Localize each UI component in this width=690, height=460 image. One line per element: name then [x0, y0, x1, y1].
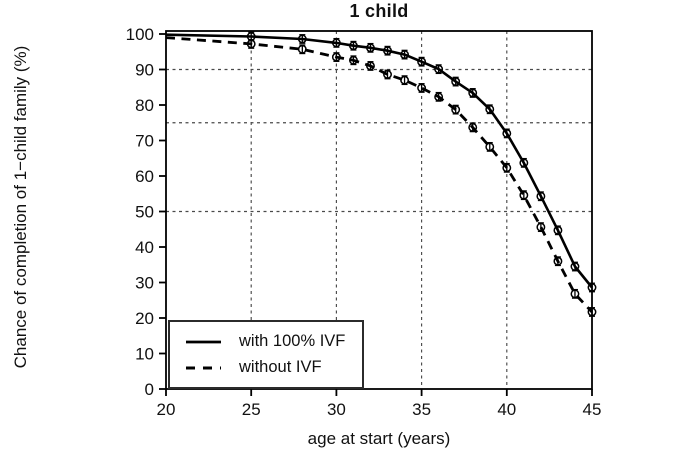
data-point-marker [451, 77, 461, 87]
data-point-marker [519, 190, 529, 200]
y-tick-label: 20 [135, 309, 154, 328]
data-point-marker [587, 283, 597, 292]
legend-line-dashed-icon [186, 366, 221, 369]
data-point-marker [536, 191, 546, 201]
plot-frame [165, 30, 593, 390]
data-point-marker [400, 75, 410, 85]
x-tick-label: 20 [157, 400, 176, 419]
data-point-marker [400, 50, 410, 60]
data-point-marker [348, 41, 358, 51]
data-point-marker [383, 70, 392, 79]
data-point-marker [570, 289, 580, 299]
data-point-marker [468, 88, 478, 98]
data-point-marker [519, 158, 529, 168]
data-point-marker [553, 256, 563, 266]
data-point-marker [331, 38, 341, 48]
y-tick-label: 60 [135, 167, 154, 186]
data-point-marker [536, 222, 546, 232]
data-point-marker [468, 122, 478, 132]
y-tick-label: 30 [135, 274, 154, 293]
data-point-marker [434, 64, 444, 74]
data-point-marker [331, 52, 341, 62]
data-point-marker [502, 163, 512, 173]
legend-label-with-ivf: with 100% IVF [239, 332, 346, 350]
data-point-marker [434, 92, 444, 102]
data-point-marker [348, 55, 358, 65]
legend-item-with-ivf: with 100% IVF [185, 332, 362, 351]
chart-title: 1 child [349, 1, 409, 21]
y-tick-label: 0 [145, 380, 154, 399]
y-tick-label: 40 [135, 238, 154, 257]
data-point-marker [485, 142, 495, 152]
y-tick-label: 100 [126, 25, 154, 44]
x-tick-label: 25 [242, 400, 261, 419]
x-tick-label: 40 [497, 400, 516, 419]
data-point-marker [570, 262, 580, 271]
y-axis-label: Chance of completion of 1−child family (… [11, 45, 30, 369]
legend-line-solid-icon [186, 340, 221, 343]
data-point-marker [485, 104, 495, 114]
data-point-marker [297, 34, 307, 44]
data-point-marker [502, 128, 512, 138]
x-axis-label: age at start (years) [307, 429, 451, 448]
y-tick-label: 80 [135, 96, 154, 115]
data-point-marker [366, 61, 375, 71]
x-tick-label: 35 [412, 400, 431, 419]
data-point-marker [417, 57, 427, 67]
series-line-without-ivf [165, 36, 594, 313]
y-tick-label: 90 [135, 61, 154, 80]
data-point-marker [587, 307, 597, 317]
data-point-marker [417, 83, 427, 93]
data-point-marker [451, 105, 461, 115]
data-point-marker [553, 225, 563, 235]
y-tick-label: 50 [135, 203, 154, 222]
x-tick-label: 30 [327, 400, 346, 419]
data-point-marker [383, 46, 392, 56]
data-point-marker [366, 43, 375, 53]
x-tick-label: 45 [583, 400, 602, 419]
data-point-marker [297, 44, 307, 54]
legend-label-without-ivf: without IVF [239, 358, 322, 376]
legend-box: with 100% IVF without IVF [168, 320, 364, 389]
y-tick-label: 70 [135, 132, 154, 151]
legend-item-without-ivf: without IVF [185, 358, 362, 377]
y-tick-label: 10 [135, 345, 154, 364]
data-point-marker [246, 39, 256, 49]
series-line-with-ivf [165, 33, 594, 289]
